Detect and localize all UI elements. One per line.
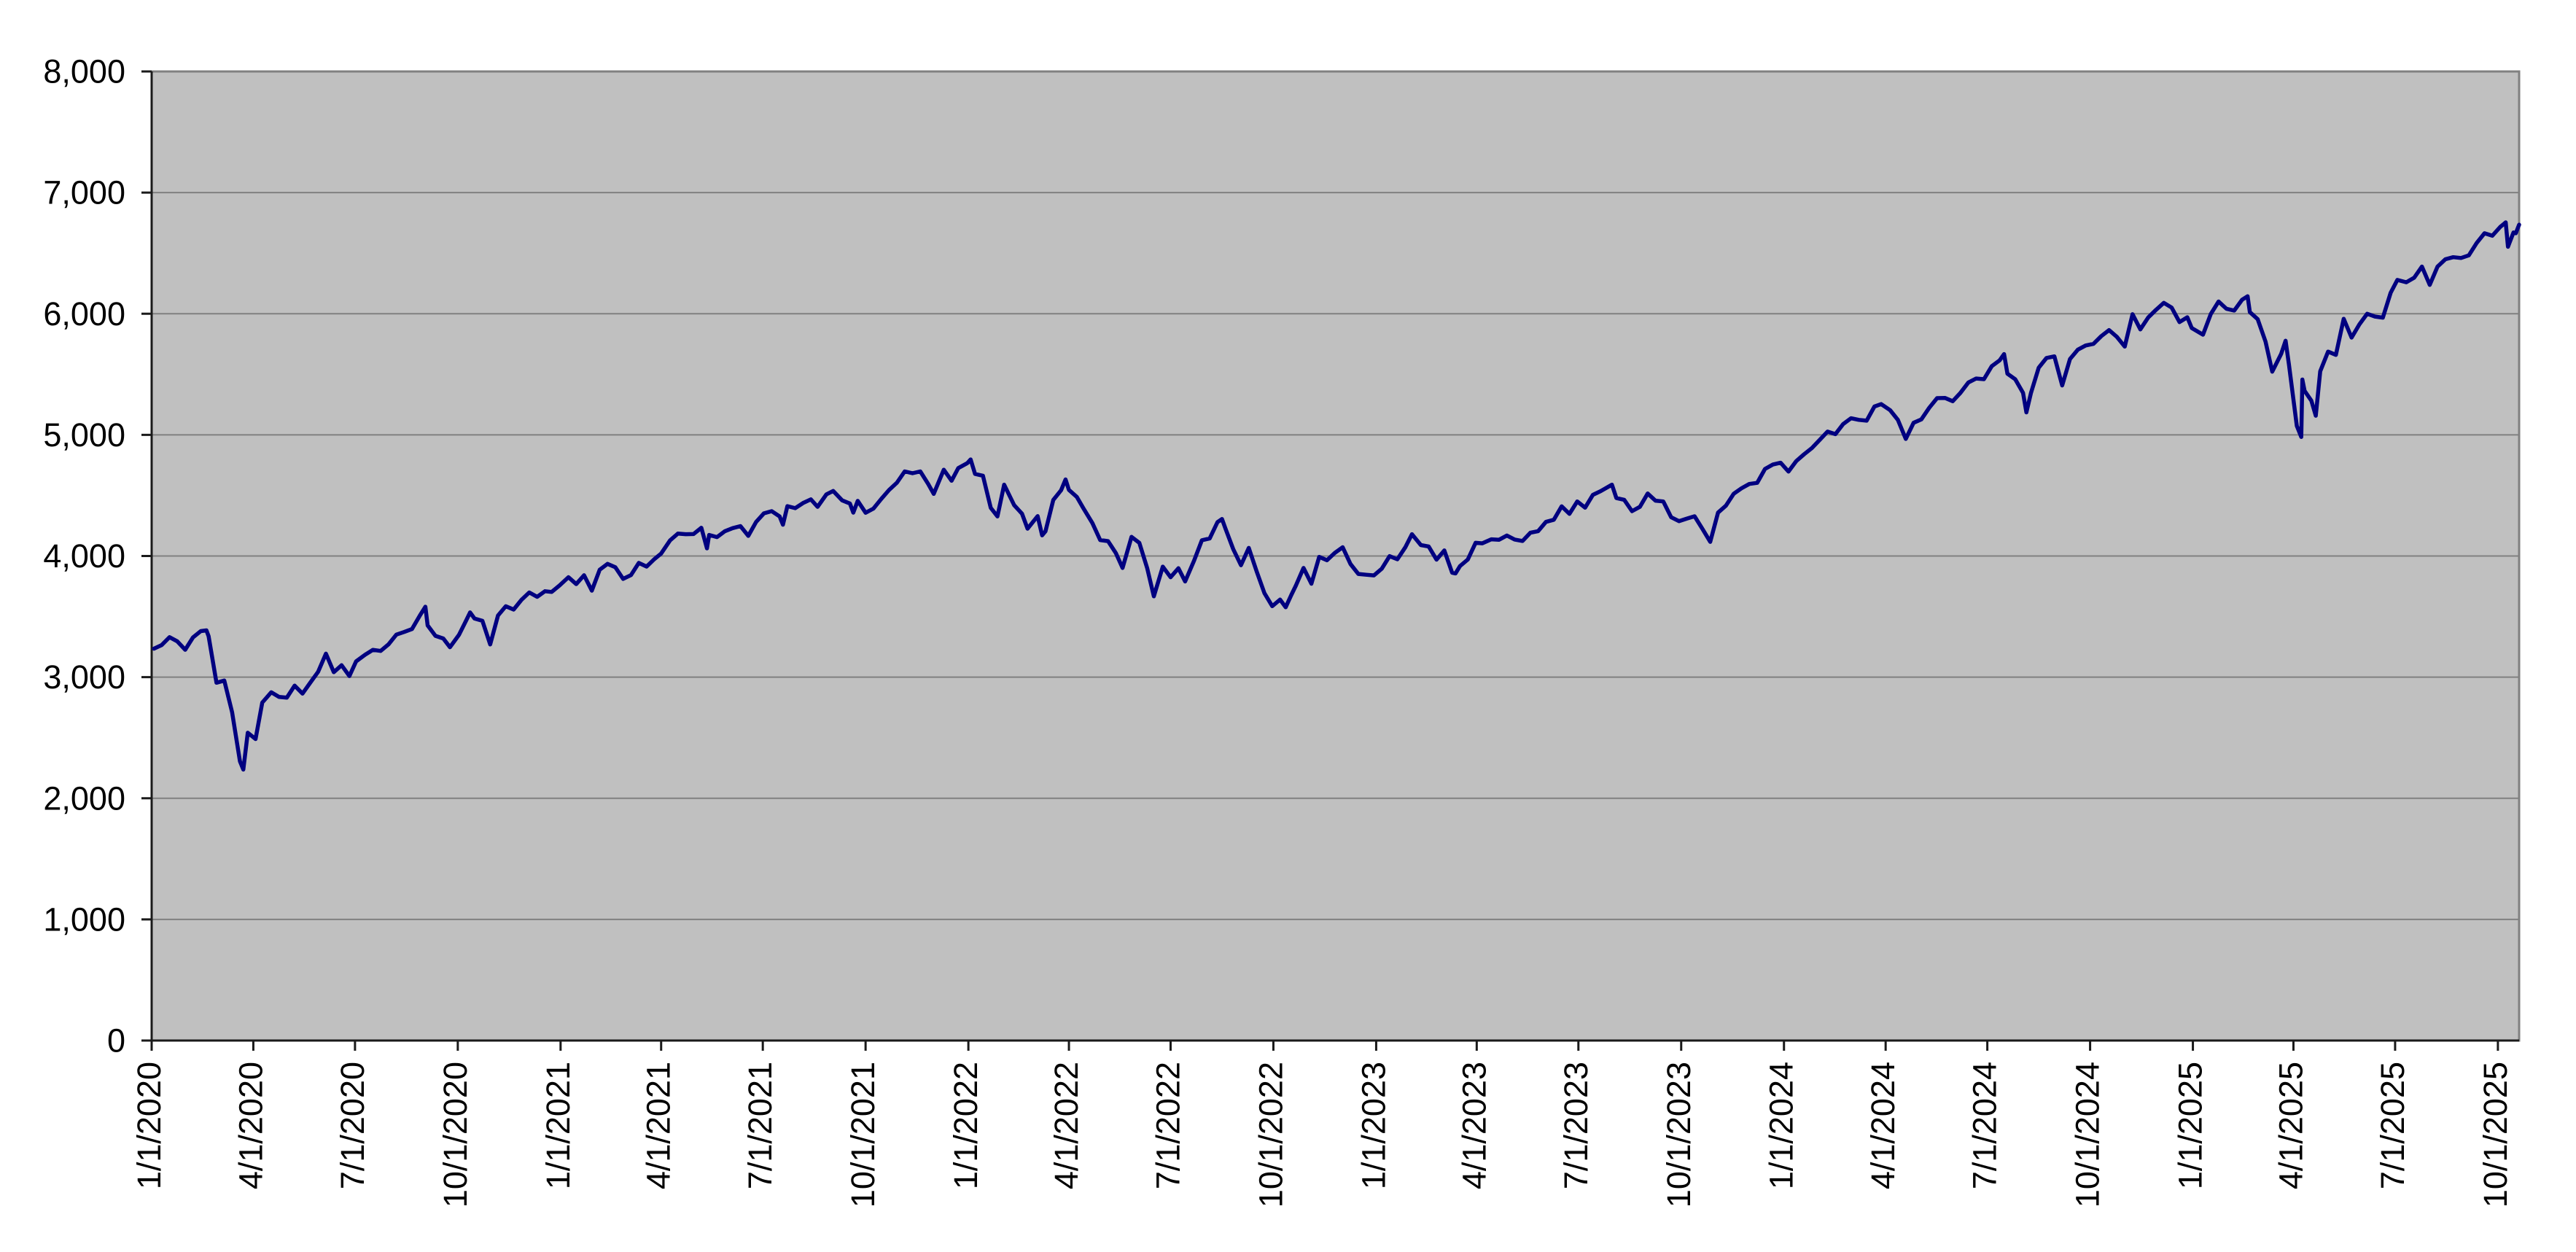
y-tick-label: 0: [107, 1022, 125, 1059]
y-tick-label: 4,000: [43, 537, 125, 575]
x-tick-label: 10/1/2023: [1660, 1062, 1697, 1208]
x-tick-label: 7/1/2022: [1149, 1062, 1186, 1189]
x-tick-label: 1/1/2020: [131, 1062, 168, 1189]
x-tick-label: 4/1/2024: [1864, 1062, 1902, 1189]
x-tick-label: 7/1/2023: [1557, 1062, 1595, 1189]
x-tick-label: 10/1/2020: [437, 1062, 474, 1208]
x-tick-label: 10/1/2022: [1252, 1062, 1289, 1208]
y-tick-label: 5,000: [43, 416, 125, 454]
x-tick-label: 4/1/2021: [640, 1062, 677, 1189]
y-axis-ticks: [141, 70, 152, 1042]
x-tick-label: 10/1/2024: [2069, 1062, 2106, 1208]
y-tick-label: 6,000: [43, 295, 125, 333]
y-axis-labels: 0 1,000 2,000 3,000 4,000 5,000 6,000 7,000 8,00…: [43, 53, 125, 1059]
y-tick-label: 7,000: [43, 174, 125, 211]
x-tick-label: 1/1/2022: [947, 1062, 984, 1189]
y-tick-label: 2,000: [43, 779, 125, 817]
x-tick-label: 7/1/2024: [1966, 1062, 2004, 1189]
x-tick-label: 4/1/2025: [2272, 1062, 2309, 1189]
x-tick-label: 1/1/2025: [2172, 1062, 2209, 1189]
x-tick-label: 4/1/2022: [1048, 1062, 1085, 1189]
x-tick-label: 1/1/2024: [1763, 1062, 1800, 1189]
x-tick-label: 7/1/2025: [2374, 1062, 2411, 1189]
y-tick-label: 3,000: [43, 658, 125, 696]
y-tick-label: 8,000: [43, 53, 125, 90]
x-tick-label: 4/1/2020: [232, 1062, 269, 1189]
x-tick-label: 10/1/2025: [2477, 1062, 2514, 1208]
y-tick-label: 1,000: [43, 901, 125, 938]
x-axis-labels: 1/1/2020 4/1/2020 7/1/2020 10/1/2020 1/1/202…: [131, 1062, 2514, 1208]
x-axis-ticks: [150, 1041, 2499, 1051]
price-line-path: [152, 220, 2521, 772]
x-tick-label: 4/1/2023: [1455, 1062, 1493, 1189]
x-tick-label: 1/1/2023: [1355, 1062, 1392, 1189]
x-tick-label: 10/1/2021: [844, 1062, 882, 1208]
x-tick-label: 1/1/2021: [540, 1062, 577, 1189]
x-tick-label: 7/1/2020: [334, 1062, 371, 1189]
x-tick-label: 7/1/2021: [742, 1062, 779, 1189]
